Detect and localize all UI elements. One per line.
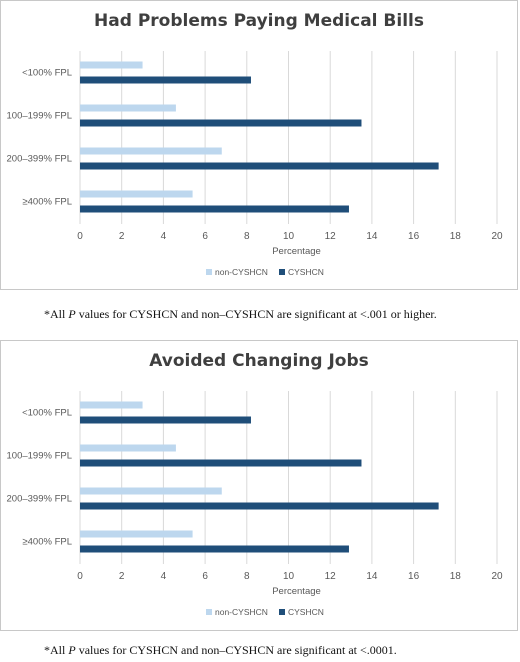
category-label: 100–199% FPL [7, 451, 73, 462]
bar-cyshcn [80, 119, 362, 127]
footnote-italic-p: P [68, 643, 76, 657]
bar-cyshcn [80, 76, 251, 84]
x-axis-title: Percentage [272, 586, 321, 597]
category-label: 100–199% FPL [7, 111, 73, 122]
legend-label-non-cyshcn: non-CYSHCN [215, 267, 268, 277]
footnote-changing-jobs: *All P values for CYSHCN and non–CYSHCN … [44, 643, 397, 658]
chart-title: Had Problems Paying Medical Bills [94, 11, 424, 31]
chart-panel-medical-bills: Had Problems Paying Medical Bills <100% … [0, 0, 518, 290]
x-tick-label: 20 [491, 231, 503, 242]
x-tick-label: 18 [450, 571, 462, 582]
x-tick-label: 8 [244, 231, 250, 242]
x-tick-label: 16 [408, 571, 420, 582]
legend-label-non-cyshcn: non-CYSHCN [215, 607, 268, 617]
legend-label-cyshcn: CYSHCN [288, 267, 324, 277]
bar-chart-changing-jobs: <100% FPL 100–199% FPL 200–399% FPL ≥400% F… [7, 391, 503, 617]
bar-non-cyshcn [80, 190, 193, 198]
category-label: ≥400% FPL [22, 537, 72, 548]
chart-title: Avoided Changing Jobs [149, 351, 369, 371]
x-tick-label: 10 [283, 231, 295, 242]
legend-swatch-cyshcn [279, 269, 285, 275]
x-tick-label: 10 [283, 571, 295, 582]
x-axis-title: Percentage [272, 246, 321, 257]
bar-non-cyshcn [80, 401, 143, 409]
bar-non-cyshcn [80, 147, 222, 155]
category-label: <100% FPL [22, 68, 72, 79]
bar-cyshcn [80, 205, 349, 213]
category-label: 200–399% FPL [7, 494, 73, 505]
x-tick-label: 14 [366, 571, 378, 582]
bar-non-cyshcn [80, 530, 193, 538]
footnote-text: values for CYSHCN and non–CYSHCN are sig… [75, 643, 397, 657]
legend-label-cyshcn: CYSHCN [288, 607, 324, 617]
x-tick-label: 2 [119, 231, 125, 242]
x-tick-label: 6 [202, 231, 208, 242]
x-tick-label: 4 [161, 571, 167, 582]
x-tick-label: 8 [244, 571, 250, 582]
category-label: <100% FPL [22, 408, 72, 419]
footnote-prefix: *All [44, 307, 69, 321]
x-tick-label: 12 [325, 571, 337, 582]
bar-cyshcn [80, 459, 362, 467]
bar-cyshcn [80, 545, 349, 553]
chart-panel-changing-jobs: Avoided Changing Jobs <100% FPL 100–199% … [0, 340, 518, 631]
bar-cyshcn [80, 162, 439, 170]
bar-non-cyshcn [80, 61, 143, 69]
x-tick-label: 16 [408, 231, 420, 242]
bar-non-cyshcn [80, 444, 176, 452]
x-tick-label: 6 [202, 571, 208, 582]
bar-non-cyshcn [80, 104, 176, 112]
footnote-text: values for CYSHCN and non–CYSHCN are sig… [75, 307, 437, 321]
x-tick-label: 12 [325, 231, 337, 242]
legend-swatch-cyshcn [279, 609, 285, 615]
x-tick-label: 4 [161, 231, 167, 242]
footnote-italic-p: P [68, 307, 76, 321]
bar-cyshcn [80, 502, 439, 510]
x-tick-label: 14 [366, 231, 378, 242]
category-label: ≥400% FPL [22, 197, 72, 208]
x-tick-label: 0 [77, 571, 83, 582]
legend-swatch-non-cyshcn [206, 269, 212, 275]
x-tick-label: 2 [119, 571, 125, 582]
x-tick-label: 20 [491, 571, 503, 582]
bar-cyshcn [80, 416, 251, 424]
bar-non-cyshcn [80, 487, 222, 495]
legend-swatch-non-cyshcn [206, 609, 212, 615]
x-tick-label: 18 [450, 231, 462, 242]
footnote-prefix: *All [44, 643, 69, 657]
bar-chart-medical-bills: <100% FPL 100–199% FPL 200–399% FPL ≥400% F… [7, 51, 503, 277]
footnote-medical-bills: *All P values for CYSHCN and non–CYSHCN … [44, 307, 437, 322]
category-label: 200–399% FPL [7, 154, 73, 165]
x-tick-label: 0 [77, 231, 83, 242]
